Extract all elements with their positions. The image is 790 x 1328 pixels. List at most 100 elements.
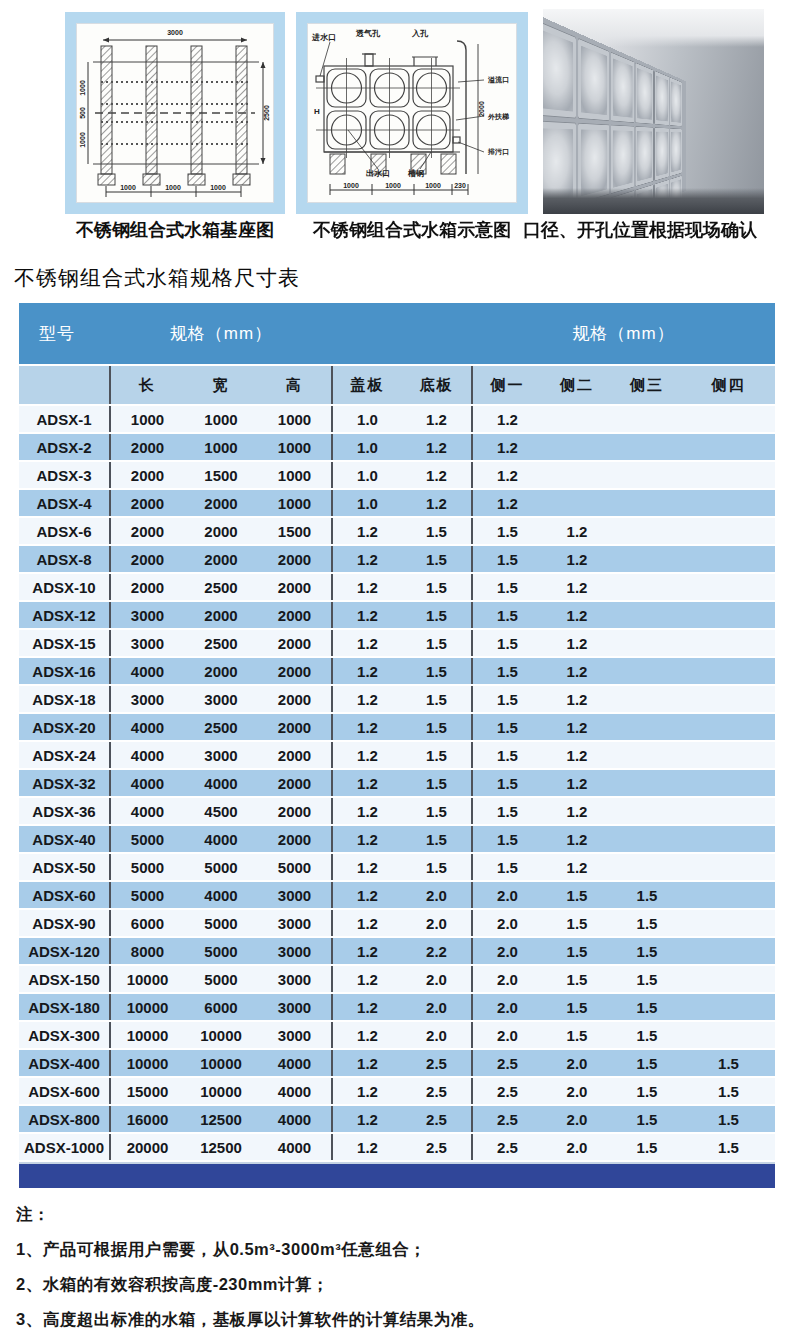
value-cell: 1000 [184, 433, 258, 461]
value-cell [612, 741, 682, 769]
value-cell [612, 713, 682, 741]
table-row: ADSX-15010000500030001.22.02.01.51.5 [19, 965, 775, 993]
header-empty [19, 365, 110, 405]
value-cell [682, 545, 775, 573]
table-row: ADSX-18010000600030001.22.02.01.51.5 [19, 993, 775, 1021]
label-overflow: 溢流口 [487, 75, 509, 84]
value-cell: 1.5 [402, 545, 472, 573]
table-row: ADSX-364000450020001.21.51.51.2 [19, 797, 775, 825]
header-spec-mm-2: 规格（mm） [472, 303, 775, 365]
table-row: ADSX-204000250020001.21.51.51.2 [19, 713, 775, 741]
value-cell: 4000 [110, 657, 184, 685]
value-cell: 1.2 [542, 545, 612, 573]
value-cell: 10000 [110, 1049, 184, 1077]
value-cell [542, 461, 612, 489]
table-row: ADSX-183000300020001.21.51.51.2 [19, 685, 775, 713]
header-side-1: 侧一 [472, 365, 542, 405]
value-cell: 2.0 [472, 1021, 542, 1049]
dim-right-2500: 2500 [263, 105, 270, 121]
header-height: 高 [258, 365, 332, 405]
value-cell [682, 853, 775, 881]
value-cell: 5000 [184, 909, 258, 937]
value-cell: 4000 [258, 1077, 332, 1105]
table-row: ADSX-300100001000030001.22.02.01.51.5 [19, 1021, 775, 1049]
value-cell: 2.0 [542, 1133, 612, 1161]
model-cell: ADSX-800 [19, 1105, 110, 1133]
value-cell: 1.2 [332, 769, 402, 797]
value-cell: 1000 [258, 433, 332, 461]
base-diagram-drawing: 3000 [77, 24, 273, 202]
value-cell [612, 685, 682, 713]
value-cell: 1.5 [542, 909, 612, 937]
value-cell: 10000 [110, 965, 184, 993]
value-cell: 1000 [110, 405, 184, 433]
value-cell: 3000 [110, 685, 184, 713]
model-cell: ADSX-120 [19, 937, 110, 965]
table-row: ADSX-164000200020001.21.51.51.2 [19, 657, 775, 685]
value-cell [682, 489, 775, 517]
label-vent: 透气孔 [355, 29, 381, 38]
label-drain: 排污口 [487, 148, 509, 156]
table-row: ADSX-800160001250040001.22.52.52.01.51.5 [19, 1105, 775, 1133]
model-cell: ADSX-24 [19, 741, 110, 769]
model-cell: ADSX-400 [19, 1049, 110, 1077]
header-length: 长 [110, 365, 184, 405]
page-title: 不锈钢组合式水箱规格尺寸表 [14, 264, 300, 292]
model-cell: ADSX-60 [19, 881, 110, 909]
value-cell: 1.2 [332, 1049, 402, 1077]
value-cell: 2.0 [472, 965, 542, 993]
sch-dim-1: 1000 [343, 182, 359, 189]
table-row: ADSX-11000100010001.01.21.2 [19, 405, 775, 433]
value-cell: 4000 [110, 713, 184, 741]
value-cell: 1.5 [472, 573, 542, 601]
value-cell: 1.5 [402, 657, 472, 685]
value-cell: 1.5 [682, 1105, 775, 1133]
table-row: ADSX-324000400020001.21.51.51.2 [19, 769, 775, 797]
value-cell: 1.5 [402, 629, 472, 657]
table-row: ADSX-102000250020001.21.51.51.2 [19, 573, 775, 601]
value-cell [612, 489, 682, 517]
value-cell: 5000 [184, 853, 258, 881]
product-spec-page: 3000 [0, 0, 790, 1328]
value-cell: 2000 [110, 517, 184, 545]
value-cell: 2.0 [472, 909, 542, 937]
value-cell: 6000 [184, 993, 258, 1021]
model-cell: ADSX-150 [19, 965, 110, 993]
model-cell: ADSX-10 [19, 573, 110, 601]
value-cell [542, 405, 612, 433]
table-column-header-row: 长 宽 高 盖板 底板 侧一 侧二 侧三 侧四 [19, 365, 775, 405]
value-cell: 2000 [110, 433, 184, 461]
value-cell [612, 601, 682, 629]
value-cell: 2.0 [402, 1021, 472, 1049]
dim-right-2000: 2000 [478, 101, 485, 117]
value-cell: 3000 [110, 629, 184, 657]
value-cell: 1.5 [472, 545, 542, 573]
value-cell [612, 545, 682, 573]
header-model: 型号 [19, 303, 110, 365]
value-cell: 1.2 [542, 825, 612, 853]
table-row: ADSX-32000150010001.01.21.2 [19, 461, 775, 489]
value-cell: 3000 [258, 965, 332, 993]
value-cell [612, 797, 682, 825]
value-cell: 1.2 [542, 741, 612, 769]
value-cell [682, 937, 775, 965]
value-cell [612, 825, 682, 853]
sch-dim-2: 1000 [385, 182, 401, 189]
table-row: ADSX-400100001000040001.22.52.52.01.51.5 [19, 1049, 775, 1077]
label-channel: 槽钢 [407, 169, 424, 178]
value-cell: 5000 [110, 881, 184, 909]
value-cell: 2500 [184, 573, 258, 601]
value-cell [682, 629, 775, 657]
value-cell: 1.2 [332, 741, 402, 769]
value-cell [612, 853, 682, 881]
value-cell [682, 825, 775, 853]
dim-left-1: 1000 [79, 80, 86, 96]
value-cell: 1.2 [472, 461, 542, 489]
value-cell: 1.2 [542, 853, 612, 881]
model-cell: ADSX-2 [19, 433, 110, 461]
value-cell: 10000 [110, 993, 184, 1021]
table-row: ADSX-244000300020001.21.51.51.2 [19, 741, 775, 769]
model-cell: ADSX-16 [19, 657, 110, 685]
value-cell: 3000 [258, 937, 332, 965]
value-cell: 1.5 [612, 1077, 682, 1105]
